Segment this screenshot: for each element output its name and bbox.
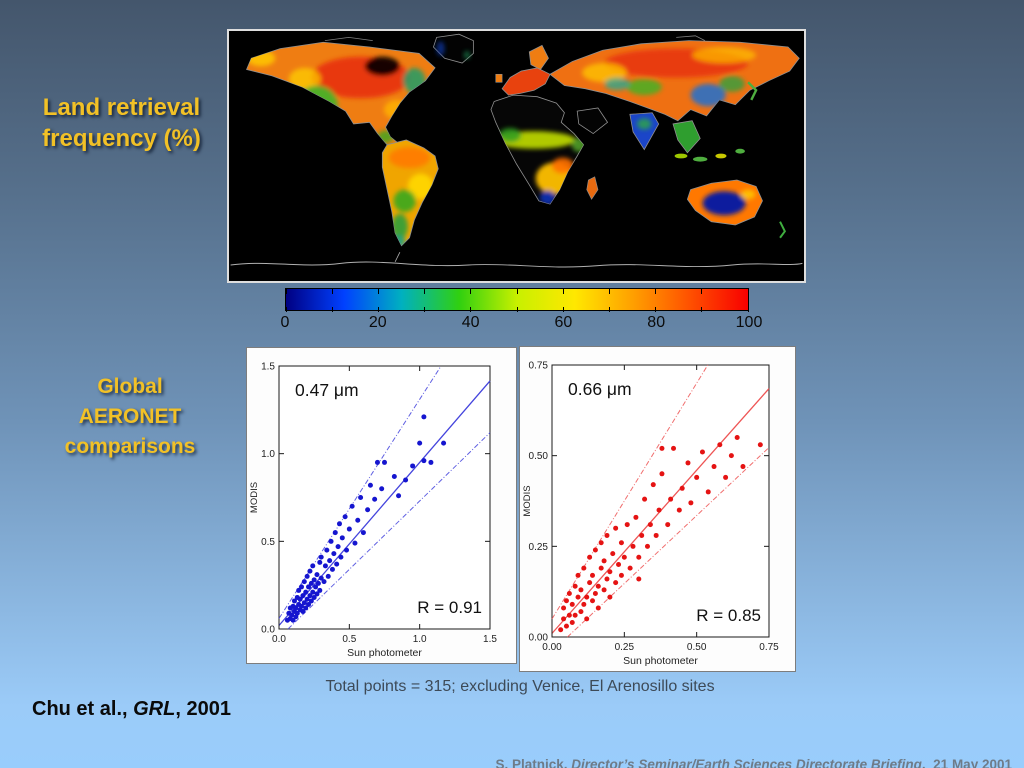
svg-text:0.25: 0.25 xyxy=(529,542,549,553)
svg-text:0.66 μm: 0.66 μm xyxy=(568,379,632,399)
citation-suffix: , 2001 xyxy=(175,698,231,720)
colorbar-tick xyxy=(285,289,287,294)
svg-text:0.00: 0.00 xyxy=(542,642,562,653)
svg-text:0.0: 0.0 xyxy=(261,625,275,636)
map-title: Land retrieval frequency (%) xyxy=(42,94,201,152)
colorbar-label: 80 xyxy=(647,314,666,331)
colorbar-tick xyxy=(331,289,333,294)
colorbar-tick xyxy=(424,289,426,294)
svg-text:0.25: 0.25 xyxy=(615,642,635,653)
colorbar-tick xyxy=(562,307,564,312)
svg-text:0.00: 0.00 xyxy=(529,633,549,644)
colorbar-tick xyxy=(285,307,287,312)
svg-text:MODIS: MODIS xyxy=(249,482,260,513)
colorbar-tick xyxy=(424,307,426,312)
citation-prefix: Chu et al., xyxy=(32,698,134,720)
colorbar-tick xyxy=(701,289,703,294)
colorbar-legend: 0 20 40 60 80 100 xyxy=(281,288,763,336)
colorbar-tick xyxy=(377,307,379,312)
footer-credit: S. Platnick, Director’s Seminar/Earth Sc… xyxy=(480,742,1013,768)
footer-prefix: S. Platnick, xyxy=(495,757,572,768)
colorbar-tick xyxy=(516,289,518,294)
colorbar-tick xyxy=(747,307,749,312)
colorbar-tick xyxy=(655,307,657,312)
svg-text:0.0: 0.0 xyxy=(272,634,286,645)
colorbar-label: 60 xyxy=(554,314,573,331)
scatter-panel-066: 0.00 0.25 0.50 0.75 0.00 0.25 0.50 0.75 Sun phot… xyxy=(519,346,796,672)
svg-text:0.75: 0.75 xyxy=(529,361,549,372)
colorbar-tick xyxy=(701,307,703,312)
colorbar-tick xyxy=(377,289,379,294)
land-retrieval-map xyxy=(227,29,806,283)
svg-text:1.0: 1.0 xyxy=(261,449,275,460)
colorbar-tick xyxy=(516,307,518,312)
aeronet-section-title: Global AERONET comparisons xyxy=(64,375,196,458)
colorbar-label: 100 xyxy=(735,314,763,331)
colorbar-tick xyxy=(747,289,749,294)
colorbar-tick xyxy=(470,307,472,312)
citation: Chu et al., GRL, 2001 xyxy=(32,698,231,721)
colorbar-label: 20 xyxy=(368,314,387,331)
colorbar-labels: 0 20 40 60 80 100 xyxy=(281,288,763,336)
colorbar-label: 40 xyxy=(461,314,480,331)
colorbar-tick xyxy=(608,289,610,294)
colorbar-tick xyxy=(470,289,472,294)
colorbar-tick xyxy=(562,289,564,294)
svg-text:1.0: 1.0 xyxy=(413,634,427,645)
svg-text:R = 0.91: R = 0.91 xyxy=(417,598,482,617)
footer-suffix: , 21 May 2001 xyxy=(921,757,1012,768)
citation-journal: GRL xyxy=(133,698,176,720)
total-points-note: Total points = 315; excluding Venice, El… xyxy=(325,678,715,695)
colorbar-tick xyxy=(608,307,610,312)
scatter-panel-047: 0.0 0.5 1.0 1.5 0.0 0.5 1.0 1.5 Sun photometer MO… xyxy=(246,347,517,664)
svg-text:0.50: 0.50 xyxy=(529,451,549,462)
svg-text:0.75: 0.75 xyxy=(759,642,779,653)
svg-text:0.5: 0.5 xyxy=(342,634,356,645)
colorbar xyxy=(285,288,749,312)
svg-text:0.50: 0.50 xyxy=(687,642,707,653)
world-map-art xyxy=(229,31,804,281)
footer-briefing: Director’s Seminar/Earth Sciences Direct… xyxy=(571,757,922,768)
svg-text:0.5: 0.5 xyxy=(261,537,275,548)
colorbar-tick xyxy=(331,307,333,312)
svg-text:Sun photometer: Sun photometer xyxy=(347,647,422,659)
svg-text:Sun photometer: Sun photometer xyxy=(623,655,698,667)
svg-text:0.47 μm: 0.47 μm xyxy=(295,380,359,400)
svg-text:MODIS: MODIS xyxy=(522,485,533,516)
svg-text:1.5: 1.5 xyxy=(261,362,275,373)
svg-text:R = 0.85: R = 0.85 xyxy=(696,606,761,625)
svg-text:1.5: 1.5 xyxy=(483,634,497,645)
colorbar-label: 0 xyxy=(280,314,290,331)
colorbar-tick xyxy=(655,289,657,294)
